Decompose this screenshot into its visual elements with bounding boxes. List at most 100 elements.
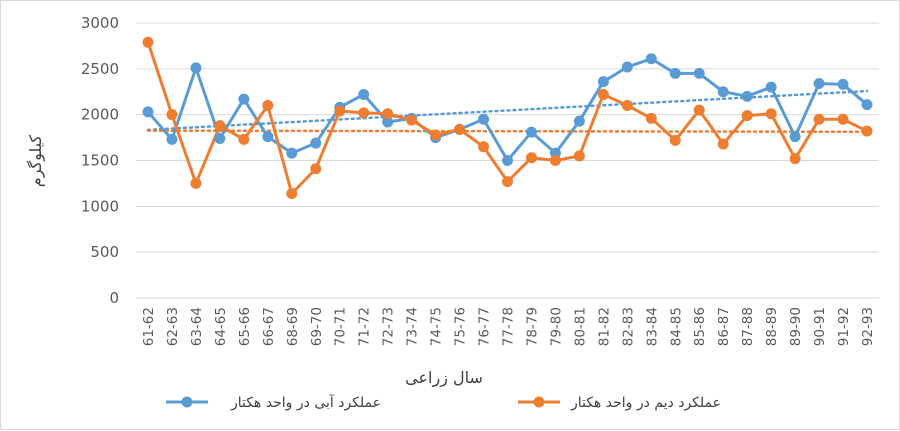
- data-point: [861, 99, 873, 111]
- data-point: [645, 53, 657, 65]
- data-point: [621, 61, 633, 73]
- data-point: [813, 78, 825, 89]
- data-point: [334, 105, 346, 117]
- x-tick-label: 79-80: [548, 307, 564, 346]
- legend-marker: [533, 396, 545, 408]
- x-tick-label: 64-65: [213, 307, 229, 346]
- x-tick-label: 77-78: [501, 307, 517, 346]
- data-point: [286, 147, 298, 159]
- data-point: [310, 163, 322, 175]
- data-point: [262, 131, 274, 143]
- data-point: [214, 120, 226, 132]
- data-point: [741, 90, 753, 102]
- x-tick-label: 91-92: [836, 307, 852, 346]
- x-tick-label: 74-75: [429, 307, 445, 346]
- data-point: [190, 177, 202, 189]
- data-point: [502, 176, 513, 188]
- data-point: [525, 126, 537, 138]
- x-tick-label: 85-86: [692, 307, 708, 346]
- x-tick-label: 86-87: [716, 307, 732, 346]
- y-tick-label: 2500: [81, 60, 119, 78]
- data-point: [262, 100, 274, 111]
- data-point: [382, 116, 394, 128]
- x-tick-label: 63-64: [189, 307, 205, 346]
- y-tick-label: 1500: [81, 152, 119, 170]
- x-tick-label: 68-69: [285, 307, 301, 346]
- x-tick-label: 69-70: [309, 307, 325, 346]
- y-tick-label: 1000: [81, 197, 119, 215]
- data-point: [693, 67, 705, 79]
- data-point: [765, 108, 777, 120]
- x-tick-label: 66-67: [261, 307, 277, 346]
- y-tick-label: 2000: [81, 106, 119, 124]
- data-point: [717, 86, 729, 98]
- x-tick-label: 90-91: [812, 307, 828, 346]
- x-tick-label: 87-88: [740, 307, 756, 346]
- data-point: [525, 152, 537, 164]
- x-tick-label: 72-73: [381, 307, 397, 346]
- data-point: [478, 141, 490, 153]
- data-point: [478, 113, 490, 125]
- data-point: [813, 113, 825, 125]
- data-point: [621, 100, 633, 111]
- data-point: [765, 81, 777, 93]
- data-point: [717, 138, 729, 150]
- x-tick-label: 73-74: [405, 307, 421, 346]
- data-point: [142, 106, 154, 118]
- trendline: [146, 129, 869, 134]
- data-point: [597, 76, 609, 88]
- data-point: [310, 137, 322, 149]
- x-tick-label: 65-66: [237, 307, 253, 346]
- x-tick-label: 88-89: [764, 307, 780, 346]
- data-point: [358, 107, 370, 119]
- data-point: [693, 104, 705, 116]
- data-point: [789, 131, 801, 143]
- data-point: [166, 133, 178, 145]
- x-tick-label: 62-63: [165, 307, 181, 346]
- data-point: [166, 109, 178, 121]
- data-point: [669, 67, 681, 79]
- y-tick-label: 0: [109, 289, 119, 307]
- x-tick-label: 76-77: [477, 307, 493, 346]
- x-tick-label: 83-84: [644, 307, 660, 346]
- x-tick-label: 71-72: [357, 307, 373, 346]
- x-tick-label: 92-93: [860, 307, 876, 346]
- legend-label: عملکرد آبی در واحد هکتار: [230, 394, 381, 411]
- y-tick-label: 500: [90, 243, 119, 261]
- data-point: [454, 123, 466, 135]
- x-tick-label: 81-82: [596, 307, 612, 346]
- x-tick-label: 75-76: [453, 307, 469, 346]
- data-point: [837, 113, 849, 125]
- x-axis-title: سال زراعی: [405, 368, 483, 388]
- data-point: [669, 134, 681, 146]
- data-point: [573, 150, 585, 162]
- data-point: [238, 133, 250, 145]
- data-point: [358, 89, 370, 100]
- data-point: [837, 78, 849, 90]
- data-point: [789, 153, 801, 165]
- data-point: [573, 115, 585, 127]
- data-point: [549, 155, 561, 166]
- legend-label: عملکرد دیم در واحد هکتار: [570, 395, 721, 411]
- x-tick-label: 82-83: [620, 307, 636, 346]
- x-tick-label: 80-81: [572, 307, 588, 346]
- data-point: [406, 114, 418, 126]
- data-point: [382, 108, 394, 120]
- data-point: [597, 89, 609, 100]
- data-point: [214, 133, 226, 144]
- y-axis-title: کیلوگرم: [26, 134, 46, 187]
- data-point: [502, 155, 513, 166]
- data-point: [645, 112, 657, 124]
- x-tick-label: 84-85: [668, 307, 684, 346]
- data-point: [238, 93, 250, 105]
- data-point: [190, 62, 202, 74]
- data-point: [430, 129, 442, 141]
- x-tick-label: 70-71: [333, 307, 349, 346]
- data-point: [741, 110, 753, 122]
- data-point: [286, 188, 298, 199]
- data-point: [142, 36, 154, 48]
- legend-marker: [181, 396, 193, 408]
- data-point: [861, 125, 873, 137]
